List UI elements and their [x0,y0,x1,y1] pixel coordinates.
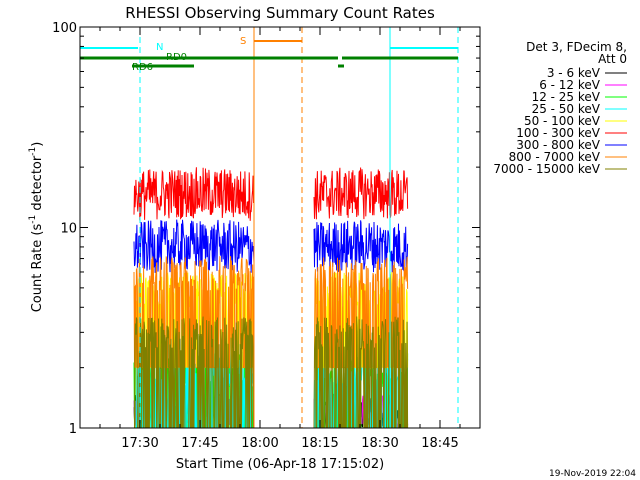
x-tick-label: 18:00 [241,436,278,451]
legend-entry-label: 25 - 50 keV [532,102,601,116]
chart-title: RHESSI Observing Summary Count Rates [125,4,435,22]
axis-layer: 17:30 17:45 18:00 18:15 18:30 18:45 1 10 100 [52,21,480,451]
series-7-trace-0 [133,256,255,369]
legend-entry-label: 100 - 300 keV [516,126,600,140]
y-axis-label-main: Count Rate (s [30,224,45,313]
y-tick-label: 10 [60,222,77,237]
legend-entry-label: 12 - 25 keV [532,90,601,104]
footer-date: 19-Nov-2019 22:04 [549,469,636,479]
saa-flag-label: S [240,36,246,47]
data-layer [133,167,409,430]
x-tick-label: 18:30 [361,436,398,451]
y-tick-label: 100 [52,21,77,36]
x-axis-label: Start Time (06-Apr-18 17:15:02) [176,457,384,472]
y-tick-label: 1 [69,422,77,437]
night-flag-label: N [156,42,163,53]
legend-entry-label: 3 - 6 keV [547,66,601,80]
series-5 [133,167,409,221]
series-6-trace-0 [133,219,255,273]
rd6-flag-label: RD6 [132,62,153,73]
series-5-trace-1 [313,167,409,220]
series-6 [133,219,409,273]
y-axis-label-sup1: -1 [28,215,38,224]
x-tick-label: 17:30 [121,436,158,451]
legend-entry-label: 6 - 12 keV [539,78,601,92]
series-5-trace-0 [133,167,255,221]
legend-entry-label: 50 - 100 keV [524,114,601,128]
legend-header-1: Det 3, FDecim 8, [526,40,627,54]
x-tick-label: 18:15 [301,436,338,451]
legend-entry-label: 800 - 7000 keV [509,150,601,164]
x-tick-label: 17:45 [181,436,218,451]
series-8-trace-0 [134,316,255,429]
y-axis-label-end: ) [30,142,45,147]
y-axis-label: Count Rate (s-1 detector-1) [28,142,45,313]
legend-entry-label: 300 - 800 keV [516,138,600,152]
rd0-flag-label: RD0 [166,52,187,63]
y-axis-label-sup2: -1 [28,147,38,156]
x-tick-label: 18:45 [421,436,458,451]
legend-entry-label: 7000 - 15000 keV [493,162,600,176]
series-6-trace-1 [313,220,409,273]
legend-header-2: Att 0 [598,52,627,66]
y-axis-label-mid: detector [30,155,45,215]
